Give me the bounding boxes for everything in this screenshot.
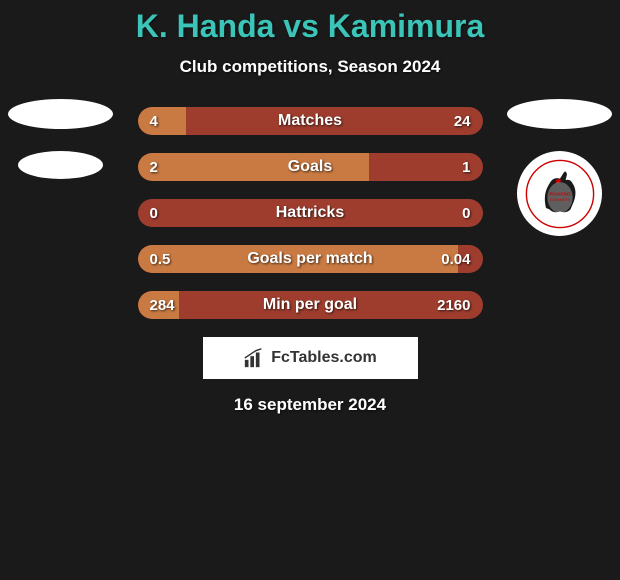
svg-text:KUMAMOTO: KUMAMOTO (549, 198, 570, 202)
stat-row: 4Matches24 (138, 107, 483, 135)
team-badge-placeholder (18, 151, 103, 179)
stat-value-right: 1 (462, 159, 470, 176)
comparison-infographic: K. Handa vs Kamimura Club competitions, … (0, 0, 620, 415)
subtitle: Club competitions, Season 2024 (0, 57, 620, 77)
fctables-attribution[interactable]: FcTables.com (203, 337, 418, 379)
fctables-label: FcTables.com (271, 349, 377, 367)
stat-label: Matches (138, 112, 483, 130)
date-text: 16 september 2024 (0, 395, 620, 415)
stat-row: 0.5Goals per match0.04 (138, 245, 483, 273)
stat-rows-container: 4Matches24 2Goals1 0Hattricks0 0.5Goals per… (138, 107, 483, 319)
stat-label: Min per goal (138, 296, 483, 314)
right-player-badges: ROASSO KUMAMOTO (507, 99, 612, 236)
stat-label: Goals per match (138, 250, 483, 268)
stat-row: 2Goals1 (138, 153, 483, 181)
stat-value-right: 2160 (437, 297, 470, 314)
stat-row: 0Hattricks0 (138, 199, 483, 227)
stat-value-right: 0.04 (441, 251, 470, 268)
team-logo-roasso: ROASSO KUMAMOTO (517, 151, 602, 236)
stat-value-right: 24 (454, 113, 471, 130)
chart-icon (243, 347, 265, 369)
stat-label: Goals (138, 158, 483, 176)
player-badge-placeholder (507, 99, 612, 129)
left-player-badges (8, 99, 113, 201)
stat-value-right: 0 (462, 205, 470, 222)
stats-area: ROASSO KUMAMOTO 4Matches24 2Goals1 0Hattri… (0, 107, 620, 415)
player-badge-placeholder (8, 99, 113, 129)
page-title: K. Handa vs Kamimura (0, 8, 620, 45)
stat-row: 284Min per goal2160 (138, 291, 483, 319)
roasso-kumamoto-icon: ROASSO KUMAMOTO (525, 159, 595, 229)
svg-text:ROASSO: ROASSO (549, 191, 570, 197)
stat-label: Hattricks (138, 204, 483, 222)
